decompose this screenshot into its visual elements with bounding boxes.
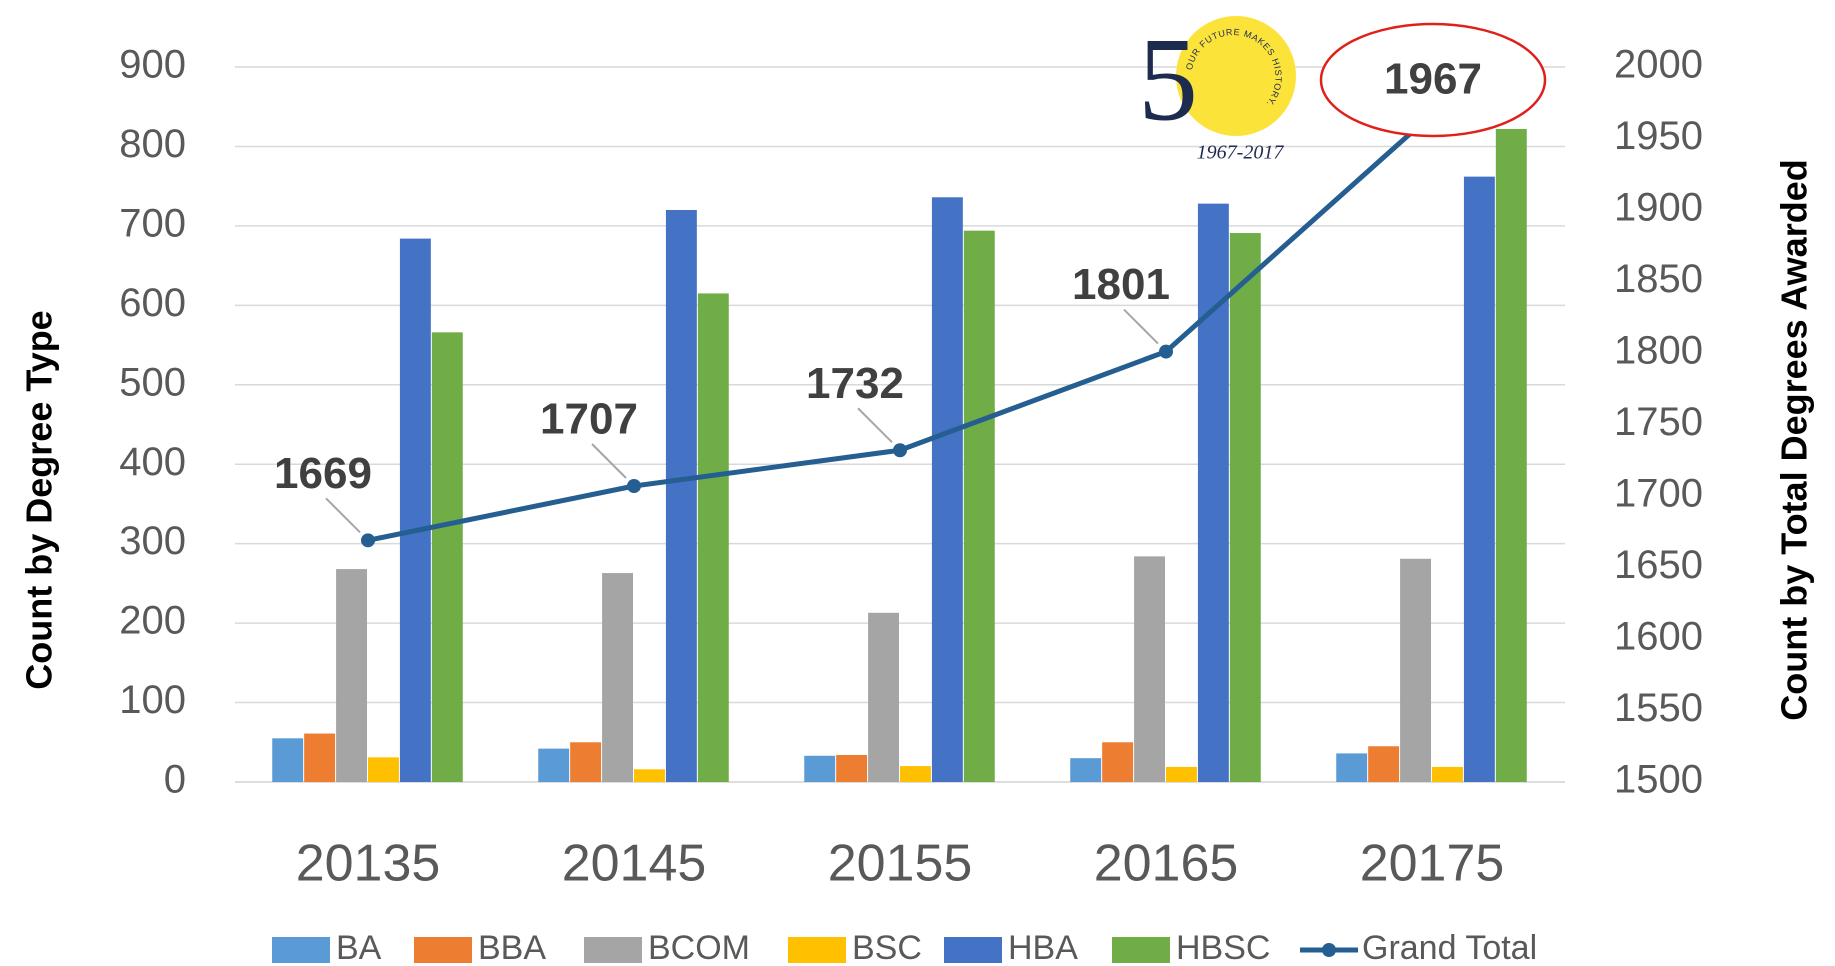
bar	[1495, 128, 1527, 782]
bar	[963, 230, 995, 783]
y-tick-label: 800	[119, 122, 186, 166]
y-axis-title: Count by Degree Type	[19, 310, 60, 689]
data-label: 1732	[806, 359, 904, 408]
y2-tick-label: 1600	[1614, 615, 1703, 659]
bar	[304, 733, 336, 782]
legend-swatch	[414, 937, 472, 963]
legend-swatch	[272, 937, 330, 963]
data-label: 1669	[274, 449, 372, 498]
bar	[1400, 558, 1431, 782]
x-tick-label: 20165	[1094, 835, 1239, 893]
legend-swatch	[1112, 937, 1170, 963]
y-tick-label: 300	[119, 519, 186, 563]
legend-swatch	[944, 937, 1002, 963]
logo-years: 1967-2017	[1197, 142, 1285, 164]
bar	[1102, 742, 1134, 782]
y-tick-label: 100	[119, 678, 186, 722]
bar	[868, 612, 899, 782]
y2-tick-label: 1550	[1614, 686, 1703, 730]
legend-label: HBSC	[1176, 929, 1270, 966]
bar	[570, 742, 602, 782]
y-tick-label: 700	[119, 201, 186, 245]
bar	[1070, 758, 1102, 782]
logo-digit: 5	[1138, 13, 1198, 146]
data-label: 1801	[1072, 260, 1170, 309]
y2-tick-label: 1900	[1614, 186, 1703, 230]
bar	[336, 569, 367, 782]
y2-tick-label: 1800	[1614, 329, 1703, 373]
legend-label: BSC	[852, 929, 922, 966]
bar	[697, 293, 729, 782]
y2-axis-title: Count by Total Degrees Awarded	[1774, 159, 1815, 720]
x-tick-label: 20145	[562, 835, 707, 893]
leader-line	[1123, 308, 1159, 345]
bar	[1368, 746, 1400, 782]
bar	[431, 332, 463, 782]
bar	[538, 748, 570, 782]
bar	[900, 766, 931, 782]
bar	[1336, 753, 1368, 782]
y2-tick-label: 1750	[1614, 400, 1703, 444]
leader-line	[857, 407, 893, 443]
bar	[931, 197, 963, 783]
marker	[893, 443, 907, 458]
marker	[627, 478, 641, 493]
bar	[804, 755, 836, 782]
bar	[368, 757, 399, 782]
x-tick-label: 20155	[828, 835, 973, 893]
marker	[1159, 344, 1173, 359]
legend-label: BA	[336, 929, 382, 966]
logo-circle	[1176, 16, 1296, 136]
bar	[1229, 233, 1261, 783]
bar	[665, 210, 697, 782]
bar	[602, 573, 633, 782]
leader-line	[325, 497, 361, 534]
y2-tick-label: 2000	[1614, 43, 1703, 87]
marker	[361, 533, 375, 548]
bar	[1166, 766, 1197, 782]
bar	[399, 238, 431, 783]
y2-tick-label: 1650	[1614, 543, 1703, 587]
y2-tick-label: 1700	[1614, 472, 1703, 516]
legend-label: Grand Total	[1362, 929, 1537, 966]
data-label: 1707	[540, 395, 638, 444]
logo: 5 1967-2017 OUR FUTURE MAKES HISTORY.	[1138, 13, 1296, 164]
y-tick-label: 400	[119, 440, 186, 484]
legend-label: BBA	[478, 929, 546, 966]
x-tick-label: 20175	[1360, 835, 1505, 893]
line	[367, 112, 1434, 543]
y2-tick-label: 1850	[1614, 257, 1703, 301]
plot-area: 0 100 200 300 400 500 600 700 800 900 1500 1550 1600…	[119, 22, 1703, 966]
legend-swatch	[788, 937, 846, 963]
data-label: 1967	[1384, 55, 1482, 104]
highlight-ellipse	[1319, 22, 1547, 138]
y-tick-label: 900	[119, 43, 186, 87]
y2-tick-label: 1500	[1614, 758, 1703, 802]
bar	[1463, 176, 1495, 783]
y-tick-label: 600	[119, 281, 186, 325]
y-tick-label: 500	[119, 360, 186, 404]
legend-label: BCOM	[648, 929, 750, 966]
x-tick-label: 20135	[296, 835, 441, 893]
bar	[1134, 556, 1165, 782]
legend-label: HBA	[1008, 929, 1078, 966]
bar	[634, 769, 665, 782]
bar	[272, 738, 304, 782]
legend-marker	[1322, 943, 1336, 957]
y-tick-label: 0	[164, 758, 186, 802]
bar	[1197, 203, 1229, 783]
y2-tick-label: 1950	[1614, 114, 1703, 158]
bar	[836, 754, 868, 782]
bar	[1432, 766, 1463, 782]
y-tick-label: 200	[119, 599, 186, 643]
leader-line	[591, 443, 627, 479]
legend-swatch	[584, 937, 642, 963]
